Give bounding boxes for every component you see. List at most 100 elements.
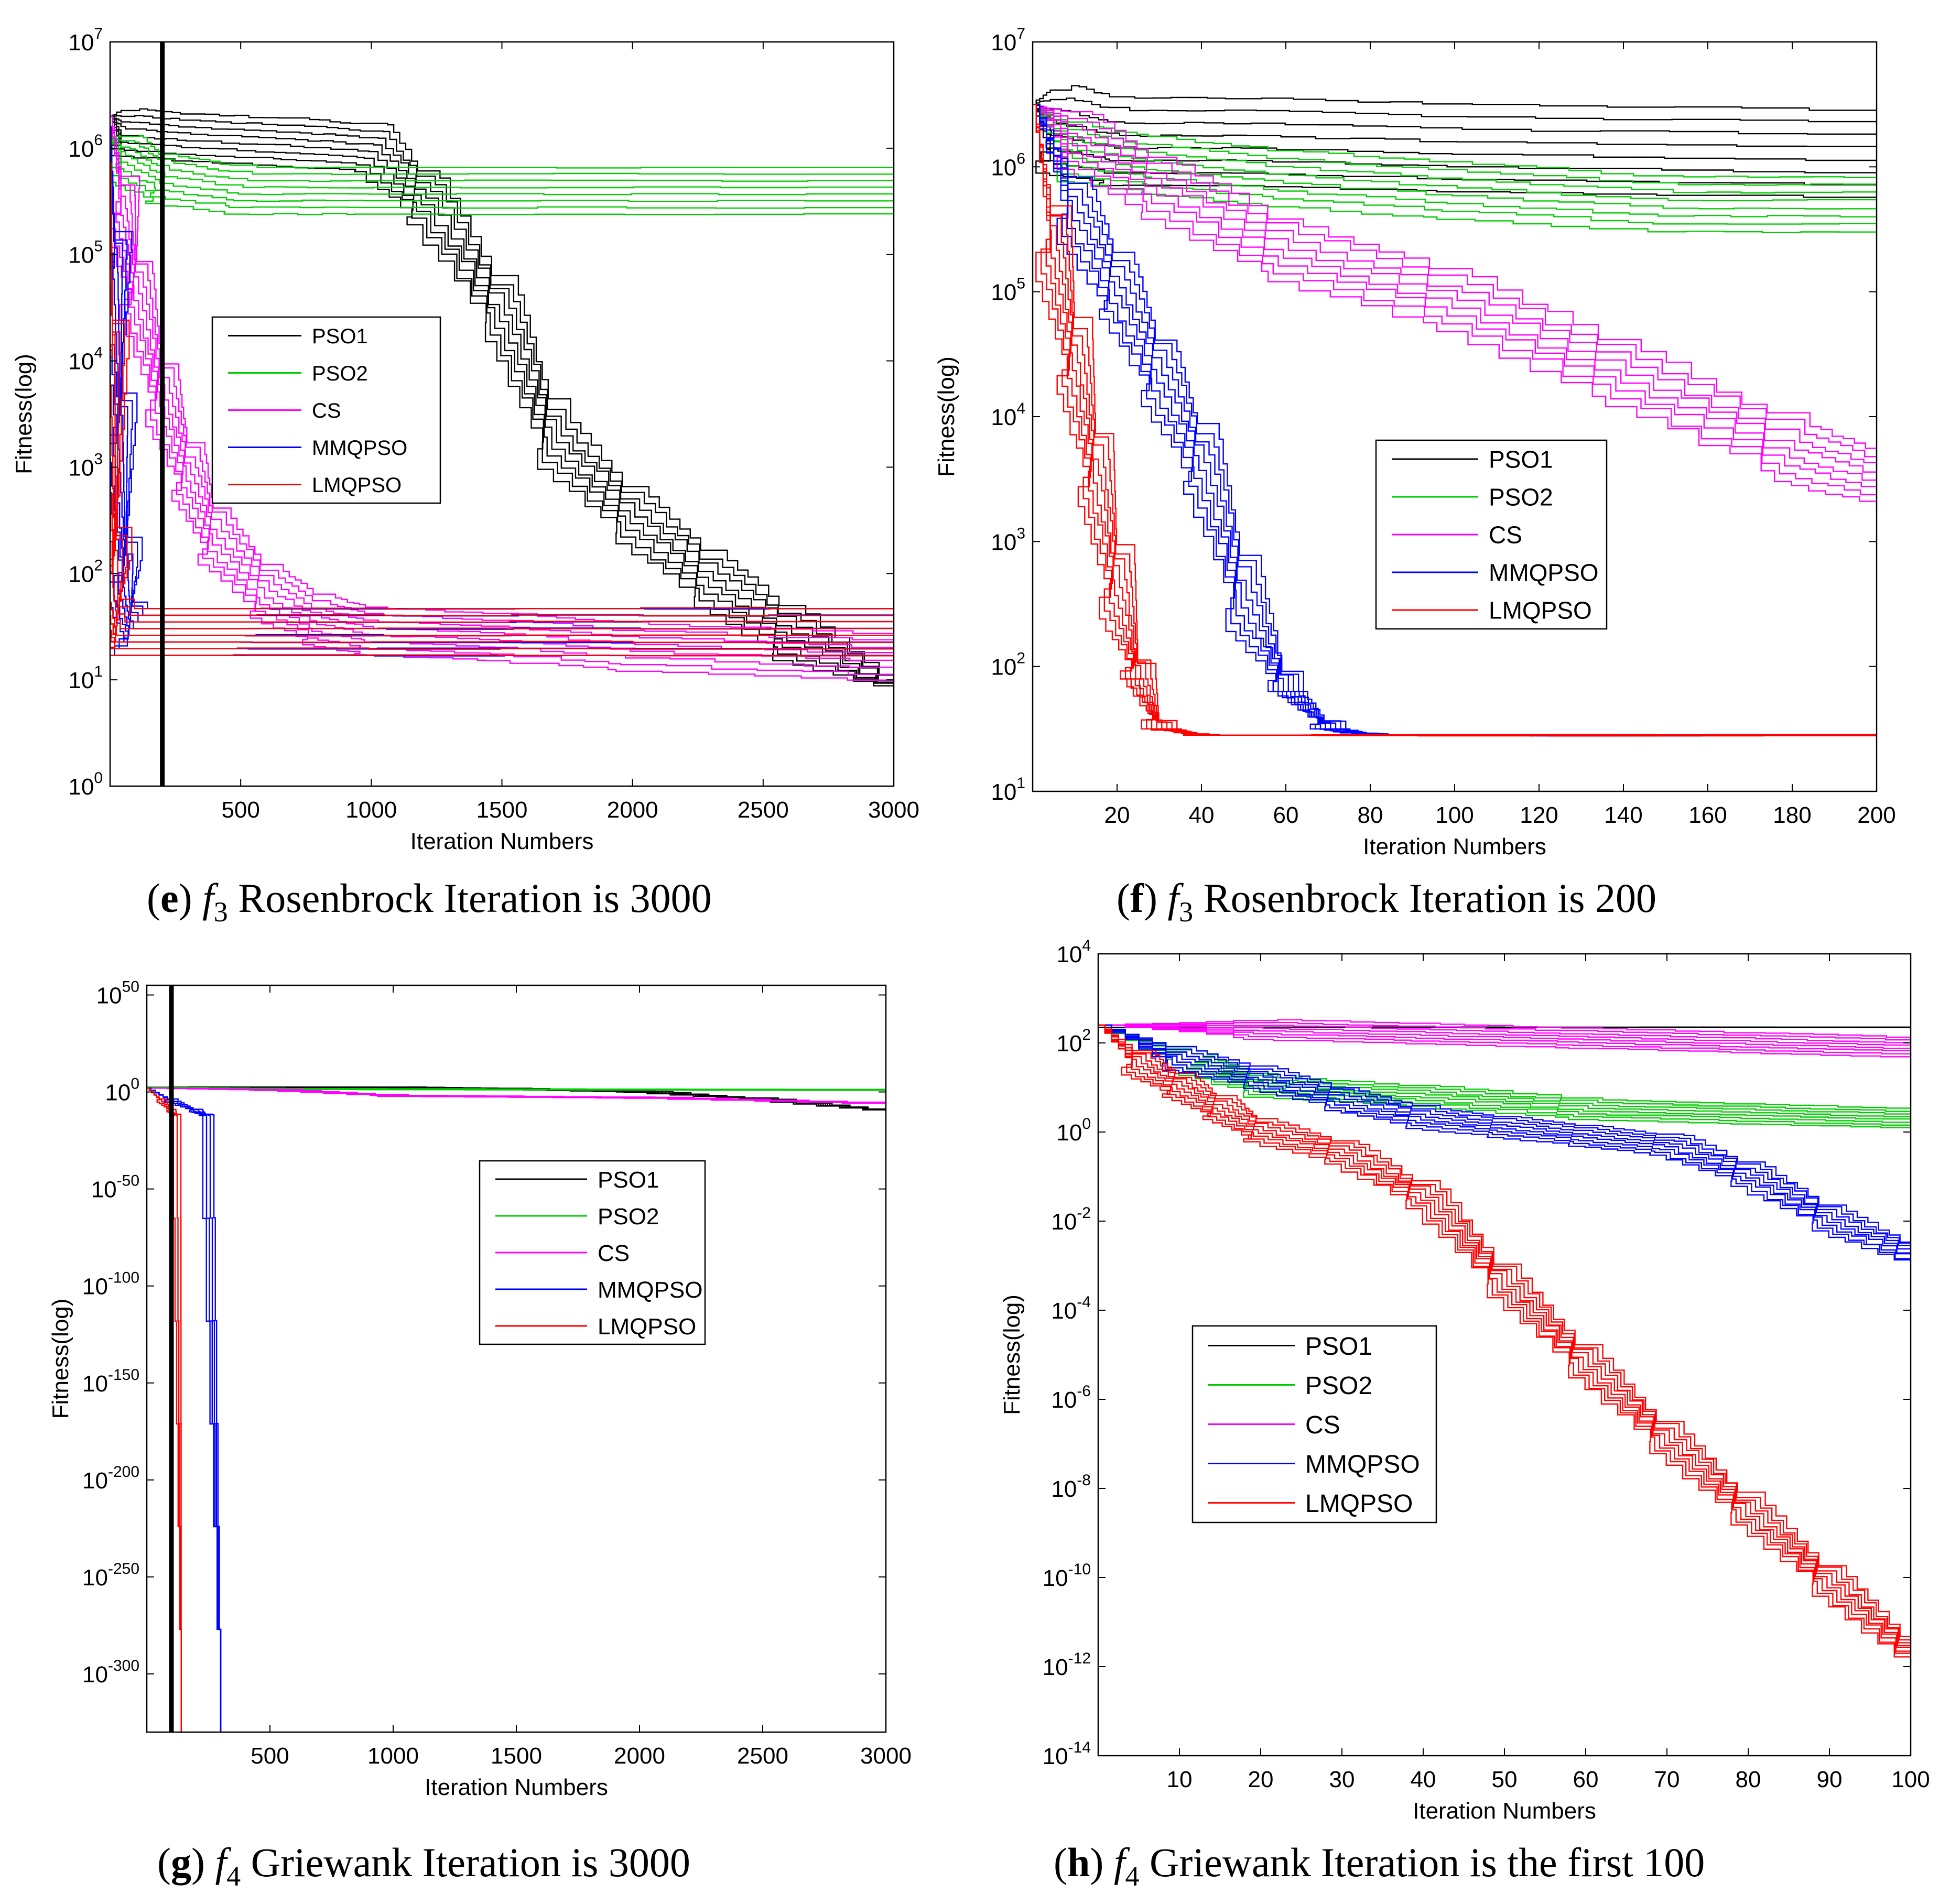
y-tick-label: 100 — [1056, 1115, 1091, 1146]
x-tick-label: 70 — [1654, 1767, 1680, 1792]
legend-label-cs: CS — [312, 399, 341, 422]
chart-panel-g: 500 1000 1500 2000 2500 3000 1050 100 10-50 10-10… — [48, 978, 912, 1892]
y-tick-label: 101 — [68, 663, 103, 693]
y-tick-label: 1050 — [96, 978, 139, 1009]
legend-label-cs: CS — [598, 1241, 630, 1266]
x-tick-label: 500 — [221, 797, 259, 823]
x-tick-label: 3000 — [868, 797, 919, 823]
y-tick-label: 103 — [991, 525, 1025, 555]
x-tick-label: 2500 — [738, 797, 789, 823]
y-axis-label: Fitness(log) — [11, 354, 37, 474]
legend-label-mmqpso: MMQPSO — [1305, 1451, 1420, 1478]
y-tick-label: 10-300 — [82, 1657, 139, 1688]
y-tick-label: 107 — [991, 25, 1025, 56]
series-line-cs-run-4 — [1098, 1024, 1911, 1049]
y-tick-label: 10-10 — [1043, 1561, 1091, 1591]
y-tick-label: 102 — [991, 650, 1025, 680]
series-line-lmqpso-run-1 — [1033, 104, 1877, 736]
x-tick-label: 60 — [1573, 1767, 1599, 1792]
series-line-cs-run-2 — [1098, 1024, 1911, 1054]
chart-panel-e: 500 1000 1500 2000 2500 3000 100 101 102 103 104 10… — [11, 25, 919, 928]
series-line-cs-run-6 — [1098, 1024, 1911, 1043]
x-tick-label: 1000 — [345, 797, 397, 823]
x-tick-label: 20 — [1104, 802, 1130, 828]
y-tick-label: 106 — [991, 150, 1025, 180]
y-tick-label: 102 — [1056, 1026, 1091, 1057]
series-line-lmqpso-run-8 — [1033, 104, 1877, 737]
series-line-cs-run-3 — [1033, 104, 1877, 491]
series-line-mmqpso-run-4 — [147, 1087, 222, 1732]
series-line-pso2-run-8 — [110, 135, 894, 169]
x-tick-label: 120 — [1520, 802, 1558, 828]
x-tick-label: 40 — [1411, 1767, 1436, 1792]
y-tick-label: 10-150 — [82, 1366, 139, 1397]
x-tick-label: 50 — [1492, 1767, 1518, 1792]
series-line-cs-run-6 — [1033, 104, 1877, 467]
x-tick-label: 80 — [1736, 1767, 1761, 1792]
series-line-pso2-run-6 — [110, 137, 894, 182]
series-line-lmqpso-run-8 — [110, 126, 894, 610]
y-tick-label: 10-4 — [1051, 1293, 1091, 1324]
series-line-pso1-run-1 — [110, 115, 894, 691]
y-tick-label: 105 — [991, 275, 1025, 306]
series-line-mmqpso-run-4 — [1098, 1024, 1911, 1258]
series-line-lmqpso-run-8 — [1098, 1024, 1911, 1648]
series-line-cs-run-3 — [1098, 1024, 1911, 1052]
chart-panel-f: 20 40 60 80 100 120 140 160 180 200 101 102 103 104 10… — [934, 25, 1896, 928]
series-line-lmqpso-run-6 — [1098, 1024, 1911, 1653]
legend-label-pso1: PSO1 — [312, 325, 368, 348]
legend-f: PSO1 PSO2 CS MMQPSO LMQPSO — [1375, 439, 1608, 630]
series-line-cs-run-5 — [1033, 104, 1877, 475]
series-line-mmqpso-run-7 — [1033, 104, 1877, 737]
legend-label-lmqpso: LMQPSO — [1489, 597, 1592, 624]
series-line-cs-run-1 — [1098, 1024, 1911, 1058]
x-tick-label: 2500 — [737, 1743, 788, 1769]
series-line-mmqpso-run-6 — [1098, 1024, 1911, 1253]
series-line-pso2-run-4 — [1033, 104, 1877, 210]
y-tick-label: 10-50 — [91, 1172, 139, 1203]
legend-label-pso2: PSO2 — [1305, 1372, 1372, 1400]
x-tick-label: 100 — [1891, 1767, 1930, 1792]
legend-label-mmqpso: MMQPSO — [1489, 559, 1599, 586]
plot-area-g — [147, 1086, 886, 1732]
series-line-cs-run-2 — [110, 115, 894, 676]
legend-label-pso1: PSO1 — [1305, 1333, 1372, 1361]
series-line-pso1-run-6 — [110, 115, 894, 691]
legend-g: PSO1 PSO2 CS MMQPSO LMQPSO — [479, 1160, 706, 1345]
series-line-mmqpso-run-1 — [1033, 104, 1877, 737]
series-line-pso1-run-5 — [110, 115, 894, 691]
series-line-mmqpso-run-3 — [1033, 104, 1877, 736]
y-tick-label: 10-12 — [1043, 1650, 1091, 1680]
series-line-pso1-run-4 — [110, 115, 894, 691]
legend-label-pso2: PSO2 — [312, 362, 368, 385]
chart-caption-h: (h) f4 Griewank Iteration is the first 1… — [1054, 1840, 1705, 1892]
y-axis-label: Fitness(log) — [934, 356, 959, 477]
series-line-cs-run-8 — [1033, 104, 1877, 452]
series-line-lmqpso-run-3 — [147, 1087, 182, 1732]
chart-panel-h: 10 20 30 40 50 60 70 80 90 100 104 102 100 10-2 10-4 10… — [999, 937, 1930, 1892]
x-tick-label: 1500 — [476, 797, 528, 823]
series-line-lmqpso-run-7 — [1033, 104, 1877, 736]
y-tick-label: 102 — [68, 557, 103, 587]
x-tick-label: 3000 — [860, 1743, 912, 1769]
legend-h: PSO1 PSO2 CS MMQPSO LMQPSO — [1191, 1325, 1437, 1524]
series-line-pso1-run-1 — [1033, 104, 1877, 198]
x-tick-label: 180 — [1773, 802, 1811, 828]
series-line-mmqpso-run-5 — [1033, 104, 1877, 736]
series-line-cs-run-8 — [147, 1087, 886, 1103]
series-line-pso2-run-7 — [1033, 104, 1877, 186]
x-tick-label: 500 — [251, 1743, 289, 1769]
series-line-cs-run-5 — [1098, 1024, 1911, 1046]
series-line-lmqpso-run-2 — [1098, 1024, 1911, 1665]
series-line-pso1-run-8 — [1033, 85, 1877, 111]
y-tick-label: 103 — [68, 450, 103, 481]
chart-caption-g: (g) f4 Griewank Iteration is 3000 — [157, 1840, 690, 1892]
plot-area-e — [110, 108, 894, 691]
series-line-pso1-run-7 — [1033, 97, 1877, 123]
x-tick-label: 90 — [1817, 1767, 1843, 1792]
series-line-cs-run-2 — [1033, 104, 1877, 499]
series-line-pso1-run-3 — [110, 115, 894, 691]
y-tick-label: 104 — [68, 344, 103, 375]
legend-label-cs: CS — [1305, 1411, 1340, 1439]
